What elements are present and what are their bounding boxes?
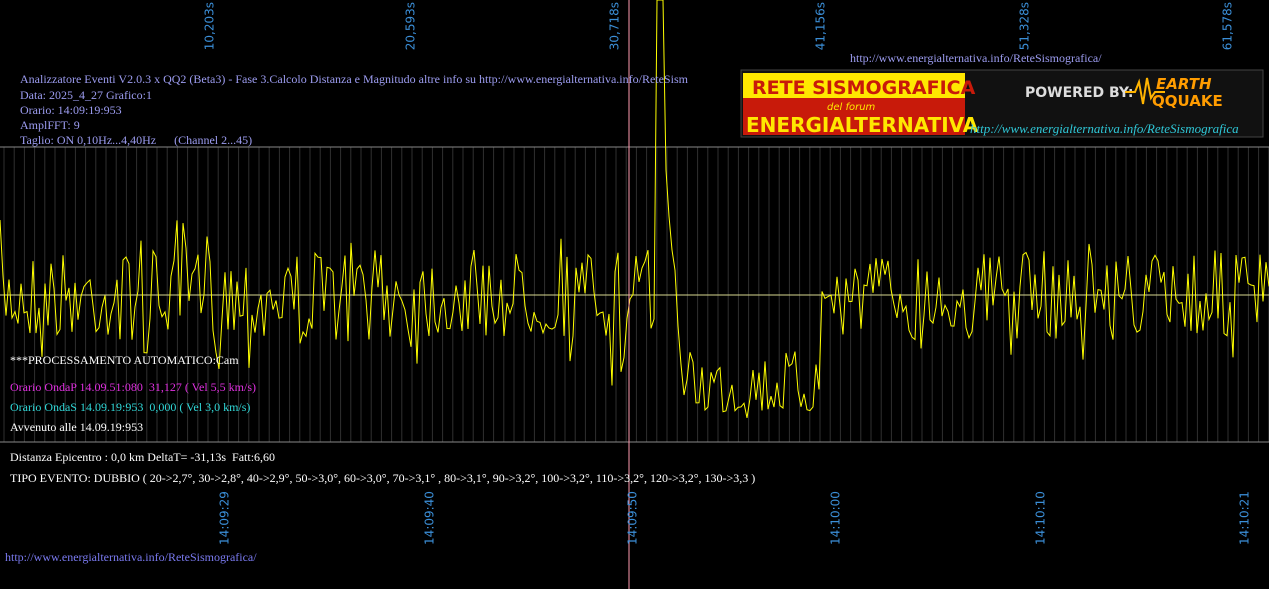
clock-time-label: 14:10:21 [1238,491,1252,545]
info-line: AmplFFT: 9 [20,118,80,132]
epicenter-distance: Distanza Epicentro : 0,0 km DeltaT= -31,… [10,450,275,464]
header-url: http://www.energialternativa.info/ReteSi… [850,51,1102,65]
logo-title: RETE SISMOGRAFICA [752,77,976,99]
time-offset-label: 20,593s [404,2,418,50]
logo-band [743,98,965,135]
logo: RETE SISMOGRAFICA del forum ENERGIALTERN… [740,69,1264,138]
powered-by: POWERED BY: [1025,85,1133,101]
clock-time-label: 14:09:29 [218,491,232,545]
p-wave-time: Orario OndaP 14.09.51:080 31,127 ( Vel 5… [10,380,256,394]
clock-time-label: 14:09:40 [423,491,437,545]
event-time: Avvenuto alle 14.09.19:953 [10,420,143,434]
brand-name: QQUAKE [1152,92,1223,110]
clock-time-label: 14:09:50 [626,491,640,545]
event-type: TIPO EVENTO: DUBBIO ( 20->2,7°, 30->2,8°… [10,471,755,485]
brand-name: EARTH [1156,75,1212,93]
logo-title: ENERGIALTERNATIVA [746,113,979,137]
info-line: Taglio: ON 0,10Hz...4,40Hz (Channel 2...… [20,133,252,147]
waveform [0,0,1269,418]
time-offset-label: 51,328s [1018,2,1032,50]
footer-url: http://www.energialternativa.info/ReteSi… [5,550,257,564]
info-line: Orario: 14:09:19:953 [20,103,122,117]
time-offset-label: 10,203s [203,2,217,50]
clock-time-label: 14:10:00 [829,491,843,545]
time-offset-label: 30,718s [608,2,622,50]
time-offset-label: 61,578s [1221,2,1235,50]
brand-icon [1125,77,1165,105]
logo-url: http://www.energialternativa.info/ReteSi… [970,121,1239,136]
logo-band [743,73,965,98]
info-line: Data: 2025_4_27 Grafico:1 [20,88,152,102]
time-offset-label: 41,156s [814,2,828,50]
logo-subtitle: del forum [827,102,876,113]
processing-label: ***PROCESSAMENTO AUTOMATICO:Cam [10,353,239,367]
info-line: Analizzatore Eventi V2.0.3 x QQ2 (Beta3)… [20,72,689,86]
clock-time-label: 14:10:10 [1034,491,1048,545]
s-wave-time: Orario OndaS 14.09.19:953 0,000 ( Vel 3,… [10,400,250,414]
